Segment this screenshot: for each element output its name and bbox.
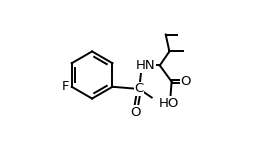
Text: O: O — [130, 106, 141, 119]
Text: HO: HO — [159, 97, 179, 110]
Text: F: F — [62, 80, 69, 93]
Text: C: C — [135, 82, 144, 96]
Text: HN: HN — [135, 59, 155, 72]
Text: O: O — [181, 75, 191, 88]
